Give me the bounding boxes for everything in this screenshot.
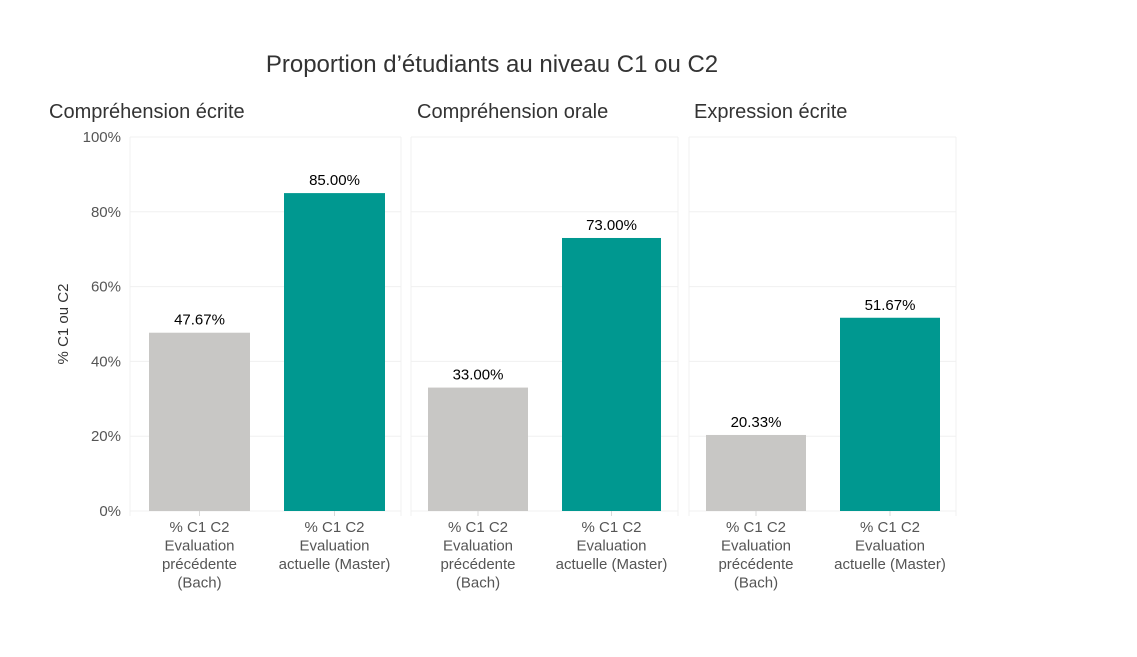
y-tick-label: 80% bbox=[91, 204, 121, 221]
bar bbox=[284, 193, 385, 511]
x-tick-label: % C1 C2 bbox=[304, 519, 364, 536]
x-tick-label: % C1 C2 bbox=[169, 519, 229, 536]
y-tick-label: 40% bbox=[91, 353, 121, 370]
panel-title: Compréhension orale bbox=[417, 101, 608, 123]
x-tick-label: précédente bbox=[718, 556, 793, 573]
x-tick-label: (Bach) bbox=[177, 575, 221, 592]
chart-title: Proportion d’étudiants au niveau C1 ou C… bbox=[266, 51, 718, 78]
x-tick-label: (Bach) bbox=[456, 575, 500, 592]
data-label: 73.00% bbox=[586, 217, 637, 234]
x-tick-label: actuelle (Master) bbox=[279, 556, 391, 573]
y-tick-label: 60% bbox=[91, 279, 121, 296]
x-tick-label: % C1 C2 bbox=[448, 519, 508, 536]
bar bbox=[840, 317, 940, 511]
data-label: 20.33% bbox=[731, 414, 782, 431]
x-tick-label: Evaluation bbox=[721, 538, 791, 555]
x-tick-label: % C1 C2 bbox=[581, 519, 641, 536]
y-tick-label: 100% bbox=[83, 129, 121, 146]
x-tick-label: Evaluation bbox=[576, 538, 646, 555]
y-tick-label: 20% bbox=[91, 428, 121, 445]
x-tick-label: % C1 C2 bbox=[860, 519, 920, 536]
y-axis-title: % C1 ou C2 bbox=[55, 284, 72, 365]
x-tick-label: (Bach) bbox=[734, 575, 778, 592]
panel-title: Expression écrite bbox=[694, 101, 847, 123]
x-tick-label: % C1 C2 bbox=[726, 519, 786, 536]
x-tick-label: précédente bbox=[162, 556, 237, 573]
bar bbox=[149, 332, 250, 511]
data-label: 85.00% bbox=[309, 172, 360, 189]
panel-title: Compréhension écrite bbox=[49, 101, 245, 123]
bar bbox=[428, 387, 528, 511]
x-tick-label: précédente bbox=[440, 556, 515, 573]
bar bbox=[562, 237, 661, 512]
data-label: 51.67% bbox=[865, 297, 916, 314]
x-tick-label: actuelle (Master) bbox=[834, 556, 946, 573]
x-tick-label: Evaluation bbox=[299, 538, 369, 555]
bar bbox=[706, 434, 806, 511]
x-tick-label: Evaluation bbox=[855, 538, 925, 555]
x-tick-label: Evaluation bbox=[443, 538, 513, 555]
y-tick-label: 0% bbox=[99, 503, 121, 520]
x-tick-label: actuelle (Master) bbox=[556, 556, 668, 573]
x-tick-label: Evaluation bbox=[164, 538, 234, 555]
data-label: 33.00% bbox=[453, 367, 504, 384]
data-label: 47.67% bbox=[174, 312, 225, 329]
